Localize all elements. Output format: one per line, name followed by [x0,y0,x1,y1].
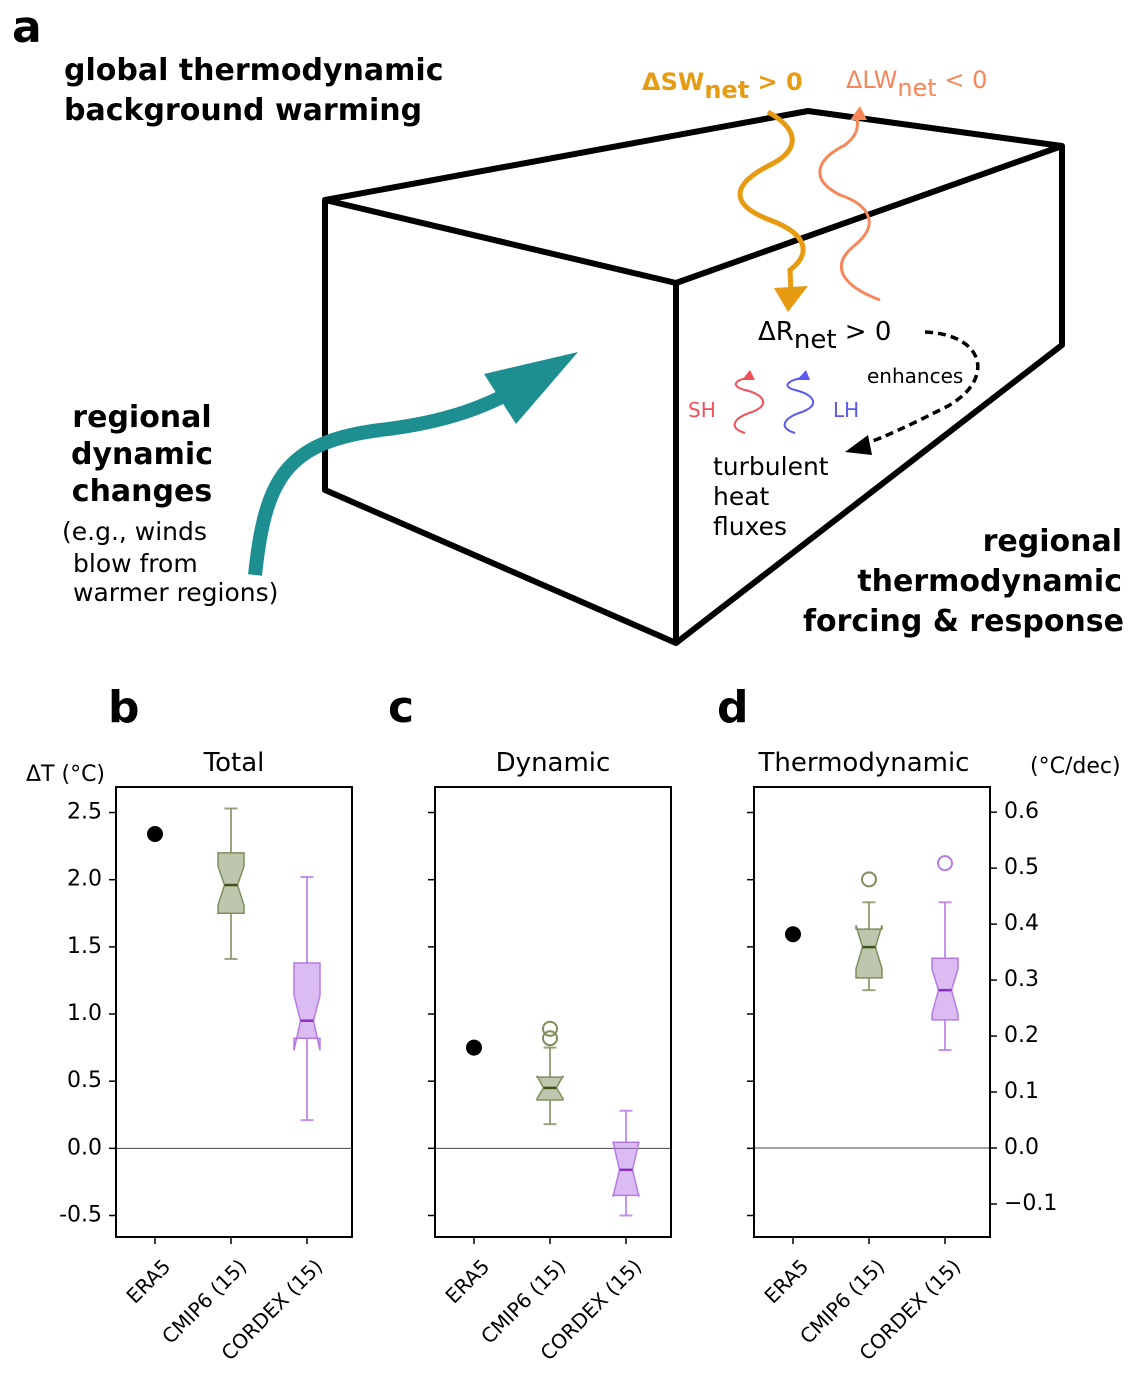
y2-tick-label: 0.3 [1004,967,1039,992]
y-tick-label: 2.0 [67,867,102,892]
lh-arrow [783,377,814,434]
y-tick-label: 0.0 [67,1135,102,1160]
diagram-label: changes [72,474,212,509]
diagram-label: blow from [73,549,198,578]
rnet-label: ΔRnet > 0 [758,317,891,355]
y2-axis-label: (°C/dec) [1030,754,1121,779]
panel-label: b [108,682,140,733]
panel-label: c [388,682,414,733]
dynamic-arrowhead [484,352,578,424]
enhances-arrowhead [845,435,872,455]
plot-frame [434,786,672,1238]
chart-title: Dynamic [496,748,611,778]
y2-tick-label: 0.6 [1004,799,1039,824]
plot-frame [115,786,353,1238]
rnet-rest: > 0 [837,317,892,347]
diagram-label: regional [983,524,1122,559]
y2-tick-label: 0.0 [1004,1135,1039,1160]
sw-label: ΔSWnet > 0 [642,68,803,104]
era5-point [466,1039,482,1056]
sh-label: SH [688,398,716,422]
rnet-sub: net [794,325,837,355]
diagram-label: global thermodynamic [64,53,443,88]
lw-arrowhead [850,106,867,120]
lh-label: LH [833,398,859,422]
lh-arrowhead [797,370,810,380]
y2-tick-label: 0.2 [1004,1023,1039,1048]
x-tick-label: ERA5 [759,1254,813,1308]
chart-title: Thermodynamic [758,748,970,778]
lw-sub: net [897,74,936,102]
y2-tick-label: 0.1 [1004,1079,1039,1104]
y2-tick-label: 0.5 [1004,855,1039,880]
enhances-label: enhances [867,364,963,388]
diagram-label: background warming [64,93,422,128]
diagram-label: turbulent [713,452,829,481]
y-tick-label: 0.5 [67,1068,102,1093]
lw-rest: < 0 [937,66,988,94]
diagram-label: forcing & response [803,604,1124,639]
era5-point [785,926,801,943]
box [217,852,245,915]
box [293,962,321,1051]
sw-arrow [737,109,806,293]
sh-arrowhead [742,370,755,380]
y-tick-label: 2.5 [67,800,102,825]
x-tick-label: ERA5 [121,1254,175,1308]
diagram: a global thermodynamic background warmin… [12,2,1124,646]
enhances-arrow [861,330,980,447]
flier [937,855,953,872]
flier [542,1030,558,1047]
panel-label: a [12,2,42,53]
plot-frame [753,786,991,1238]
sw-rest: > 0 [749,68,803,96]
rnet-text: ΔR [758,317,794,347]
box-top [322,108,1065,286]
diagram-label: heat [713,482,770,511]
box-outline [322,108,1065,646]
y2-tick-label: −0.1 [1004,1191,1057,1216]
y-tick-label: -0.5 [59,1203,102,1228]
diagram-label: (e.g., winds [62,517,207,546]
sw-text: ΔSW [642,68,704,96]
flier [861,871,877,888]
x-tick-label: ERA5 [440,1254,494,1308]
diagram-label: fluxes [713,512,787,541]
lw-arrow [818,115,881,302]
sh-arrow [733,377,764,434]
y-tick-label: 1.0 [67,1001,102,1026]
y2-tick-label: 0.4 [1004,911,1039,936]
dynamic-arrow [248,375,534,576]
flier [542,1020,558,1037]
chart-title: Total [203,748,265,778]
diagram-label: thermodynamic [857,564,1122,599]
lw-text: ΔLW [846,66,897,94]
y-tick-label: 1.5 [67,934,102,959]
diagram-label: regional [72,400,211,435]
y-axis-label: ΔT (°C) [26,762,105,787]
lw-label: ΔLWnet < 0 [846,66,987,102]
panel-label: d [717,682,749,733]
sw-arrowhead [774,286,808,312]
box [855,925,883,979]
diagram-label: warmer regions) [73,578,278,607]
diagram-label: dynamic [71,437,213,472]
era5-point [147,826,163,843]
sw-sub: net [704,76,749,104]
